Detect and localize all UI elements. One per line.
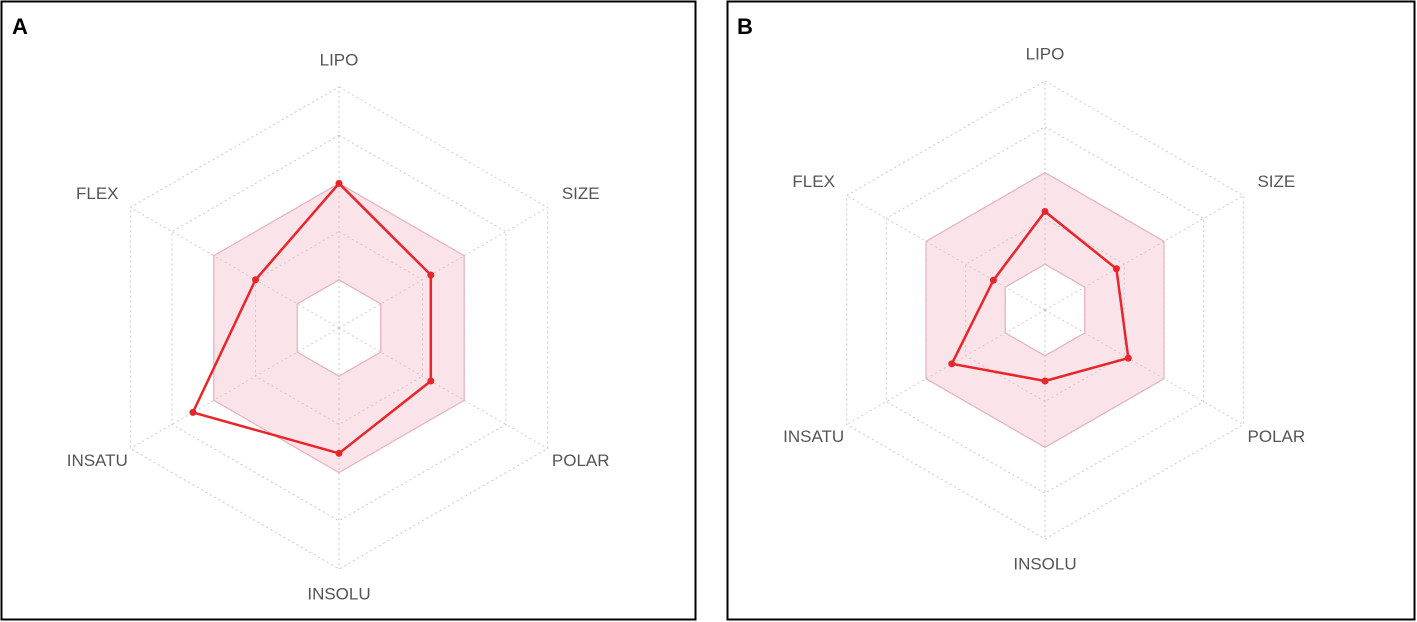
panel-label: A: [12, 14, 28, 39]
axis-label: POLAR: [552, 451, 610, 470]
radar-point: [989, 276, 997, 284]
grid-spoke: [130, 327, 340, 449]
panel-label: B: [737, 14, 753, 39]
radar-point: [427, 377, 435, 385]
radar-point: [1041, 208, 1049, 216]
grid-spoke: [1044, 309, 1244, 425]
grid-spoke: [338, 327, 548, 449]
radar-point: [335, 179, 343, 187]
grid-ring: [885, 126, 1205, 494]
grid-ring: [296, 279, 382, 377]
grid-spoke: [846, 195, 1046, 311]
axis-label: LIPO: [1026, 44, 1065, 63]
axis-label: SIZE: [1257, 172, 1295, 191]
radar-point: [1041, 377, 1049, 385]
grid-ring: [846, 80, 1244, 540]
axis-label: SIZE: [562, 184, 600, 203]
radar-point: [252, 276, 260, 284]
axis-label: FLEX: [792, 172, 835, 191]
radar-point: [427, 271, 435, 279]
panel-frame: [726, 0, 1416, 621]
axis-label: LIPO: [320, 50, 359, 69]
axis-label: INSOLU: [1013, 554, 1076, 573]
radar-point: [335, 449, 343, 457]
grid-spoke: [1044, 195, 1244, 311]
axis-label: INSOLU: [307, 584, 370, 603]
axis-label: INSATU: [67, 451, 128, 470]
axis-label: POLAR: [1248, 427, 1306, 446]
axis-label: INSATU: [783, 427, 844, 446]
radar-point: [189, 408, 197, 416]
radar-point: [1112, 265, 1120, 273]
panel-frame: [0, 0, 697, 621]
radar-point: [948, 360, 956, 368]
grid-spoke: [338, 207, 548, 329]
radar-point: [1124, 354, 1132, 362]
axis-label: FLEX: [76, 184, 119, 203]
grid-spoke: [846, 309, 1046, 425]
grid-spoke: [130, 207, 340, 329]
